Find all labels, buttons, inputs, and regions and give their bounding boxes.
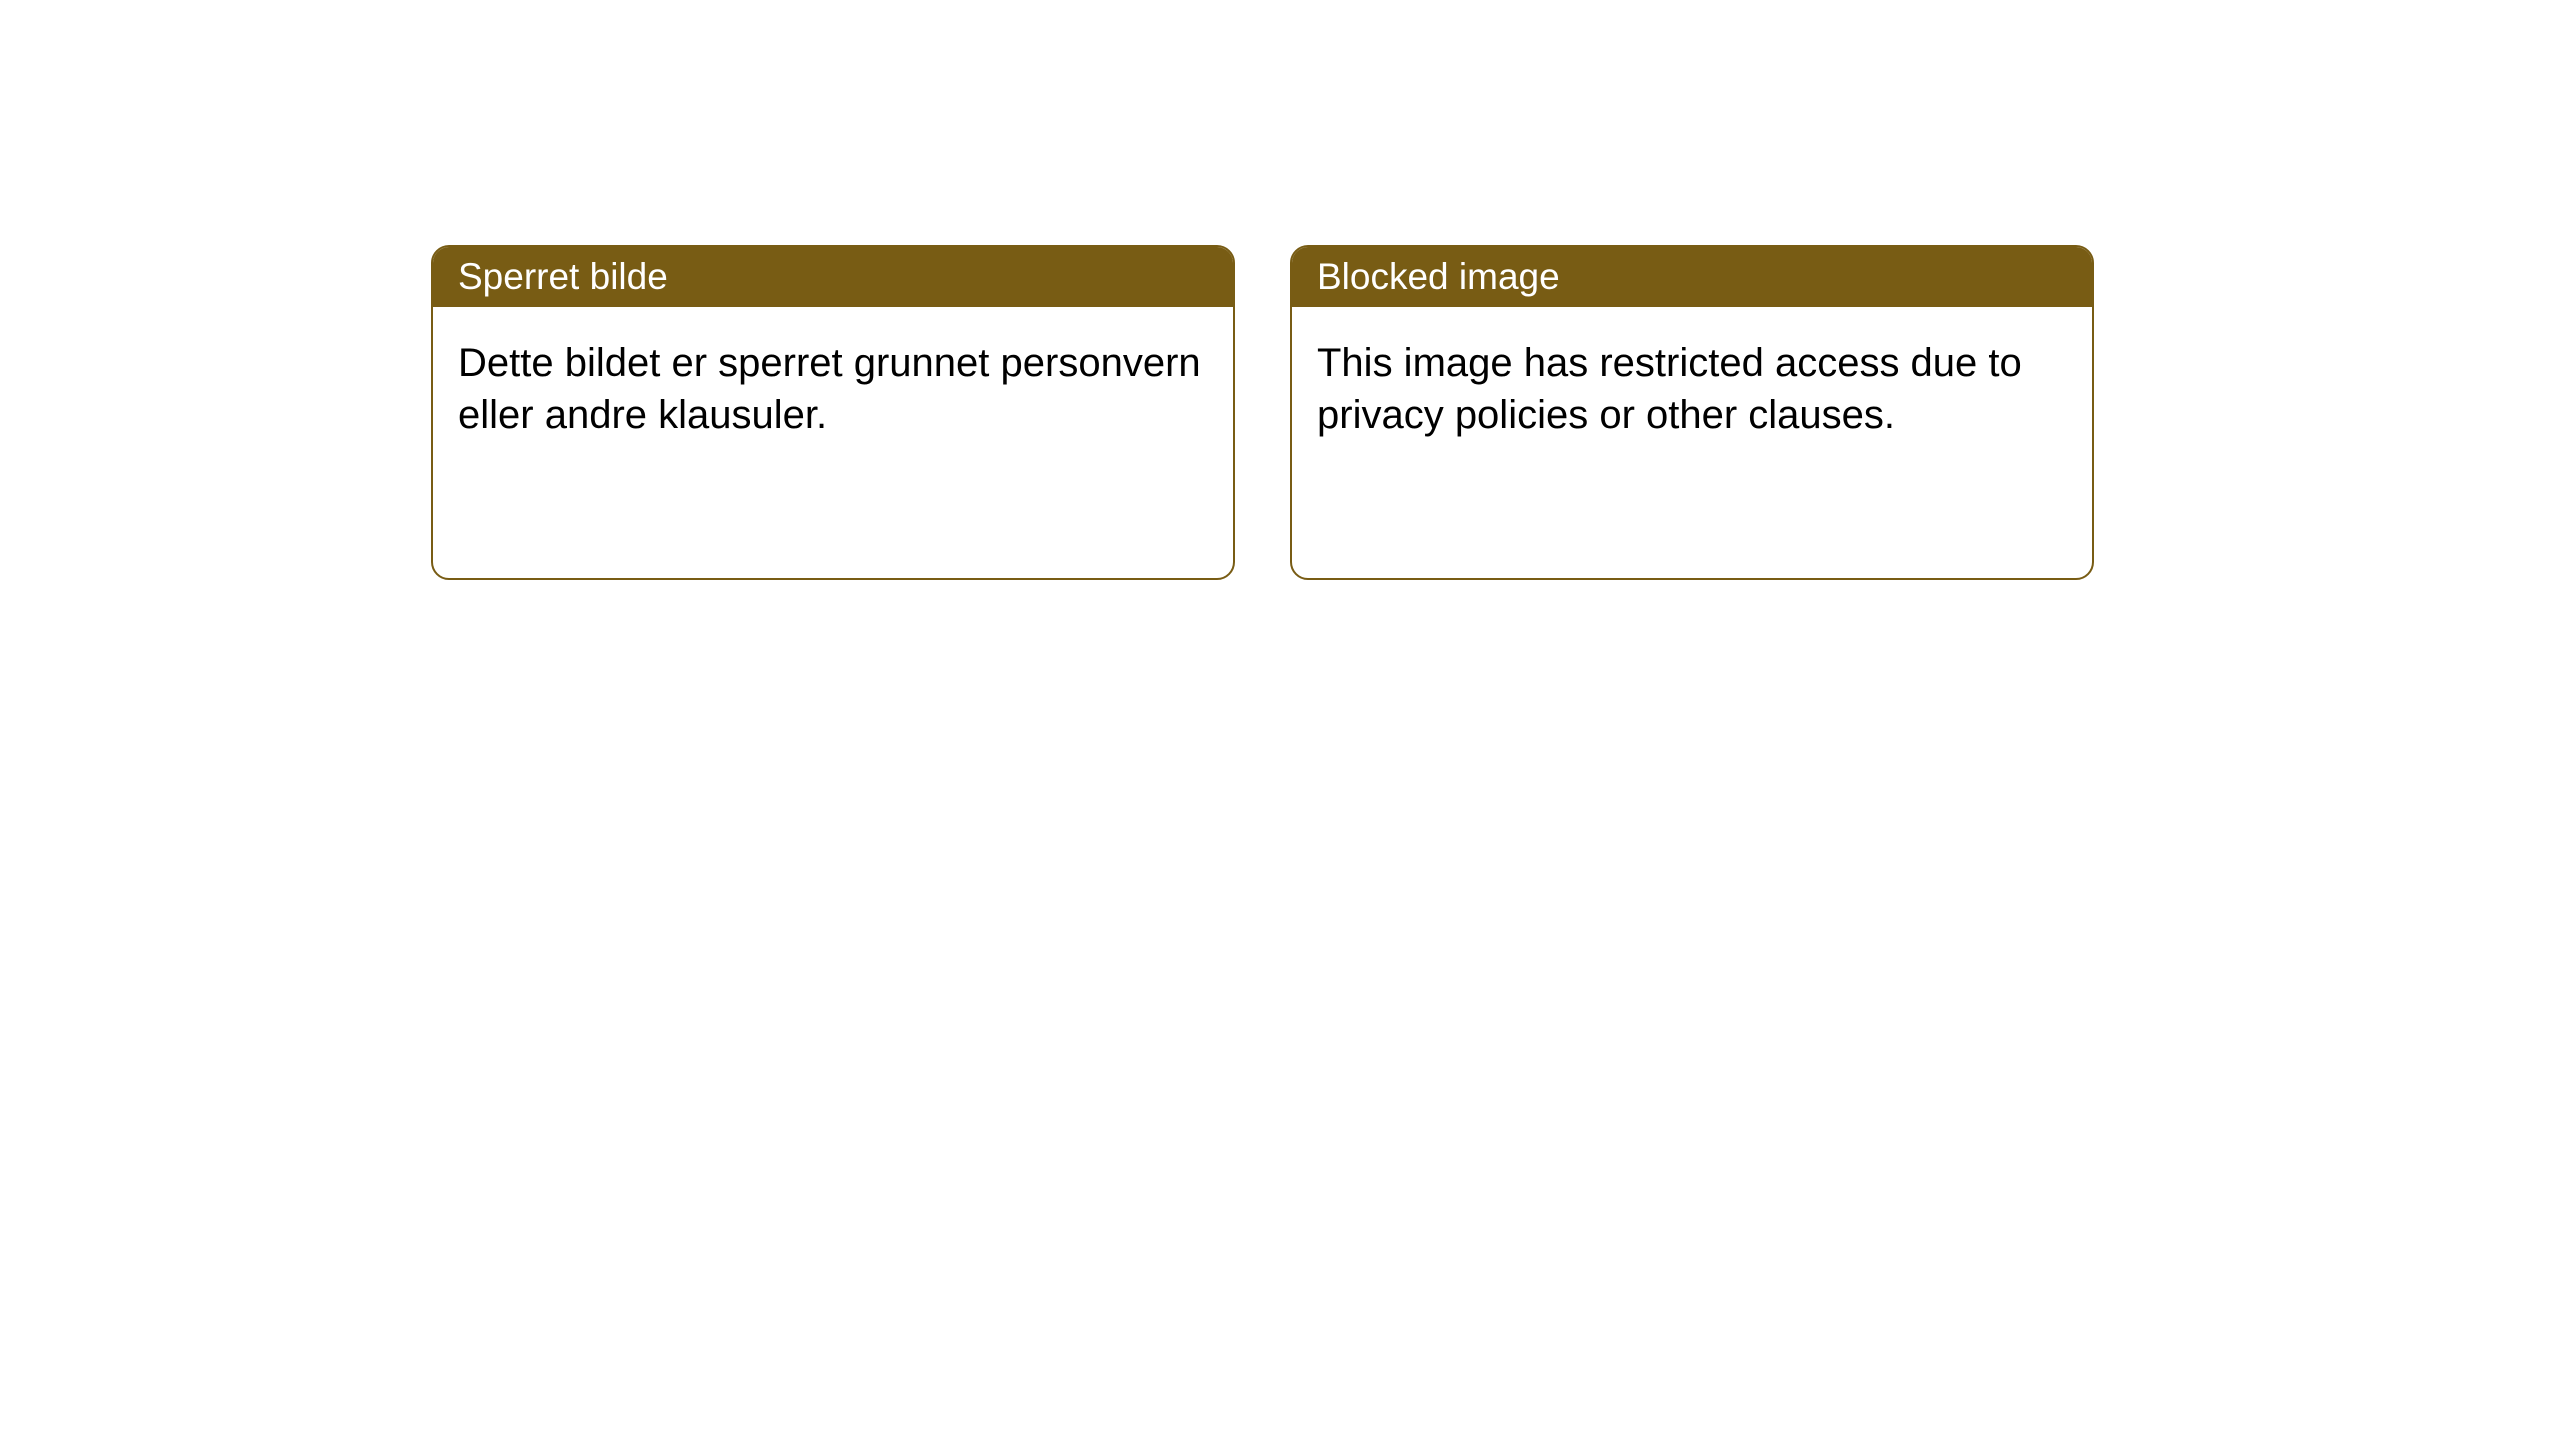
notice-header-english: Blocked image (1292, 247, 2092, 307)
notice-body-norwegian: Dette bildet er sperret grunnet personve… (433, 307, 1233, 471)
notice-header-norwegian: Sperret bilde (433, 247, 1233, 307)
notice-box-english: Blocked image This image has restricted … (1290, 245, 2094, 580)
notice-title: Sperret bilde (458, 256, 668, 298)
notice-body-english: This image has restricted access due to … (1292, 307, 2092, 471)
notice-container: Sperret bilde Dette bildet er sperret gr… (431, 245, 2094, 580)
notice-title: Blocked image (1317, 256, 1560, 298)
notice-text: Dette bildet er sperret grunnet personve… (458, 341, 1201, 437)
notice-text: This image has restricted access due to … (1317, 341, 2022, 437)
notice-box-norwegian: Sperret bilde Dette bildet er sperret gr… (431, 245, 1235, 580)
